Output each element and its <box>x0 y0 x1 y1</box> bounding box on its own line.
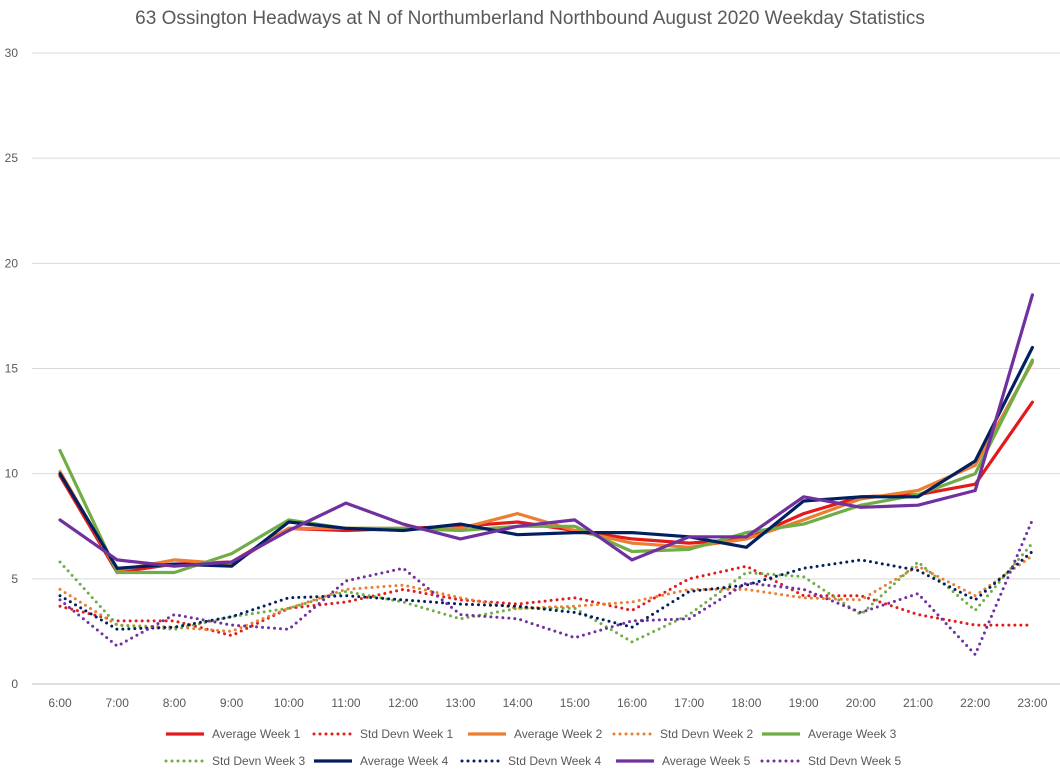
y-tick-label: 20 <box>5 256 19 270</box>
x-tick-label: 11:00 <box>331 696 360 710</box>
x-tick-label: 23:00 <box>1017 696 1047 710</box>
legend-label: Average Week 1 <box>212 727 301 741</box>
legend-label: Std Devn Week 1 <box>360 727 453 741</box>
y-tick-label: 30 <box>5 46 19 60</box>
series-line-5 <box>58 358 1035 575</box>
x-tick-label: 20:00 <box>846 696 876 710</box>
legend-label: Std Devn Week 4 <box>508 754 601 768</box>
x-tick-label: 19:00 <box>789 696 819 710</box>
legend-label: Average Week 5 <box>662 754 751 768</box>
x-tick-label: 13:00 <box>445 696 475 710</box>
series-line-8 <box>58 550 1034 631</box>
series-line-2 <box>58 564 1034 638</box>
x-tick-label: 12:00 <box>388 696 418 710</box>
series-line-3 <box>58 360 1035 573</box>
legend-label: Average Week 3 <box>808 727 897 741</box>
legend-label: Average Week 4 <box>360 754 449 768</box>
x-tick-label: 16:00 <box>617 696 647 710</box>
x-tick-label: 10:00 <box>274 696 304 710</box>
x-tick-label: 17:00 <box>674 696 704 710</box>
series-line-9 <box>58 293 1035 568</box>
series-line-6 <box>58 541 1034 644</box>
y-tick-label: 10 <box>5 467 19 481</box>
series-line-7 <box>58 345 1035 570</box>
legend-label: Std Devn Week 3 <box>212 754 305 768</box>
legend-label: Std Devn Week 2 <box>660 727 753 741</box>
x-tick-label: 15:00 <box>560 696 590 710</box>
x-tick-label: 6:00 <box>48 696 72 710</box>
x-tick-label: 18:00 <box>731 696 761 710</box>
chart-title: 63 Ossington Headways at N of Northumber… <box>135 8 925 29</box>
y-tick-label: 15 <box>5 362 19 376</box>
legend-label: Average Week 2 <box>514 727 603 741</box>
series-line-1 <box>58 400 1035 575</box>
x-tick-label: 14:00 <box>503 696 533 710</box>
y-tick-label: 0 <box>11 677 18 691</box>
series-line-10 <box>58 518 1034 657</box>
x-tick-label: 22:00 <box>960 696 990 710</box>
x-tick-label: 9:00 <box>220 696 244 710</box>
x-tick-label: 8:00 <box>163 696 187 710</box>
y-tick-label: 5 <box>11 572 18 586</box>
x-tick-label: 21:00 <box>903 696 933 710</box>
y-tick-label: 25 <box>5 151 19 165</box>
series-line-4 <box>58 554 1034 633</box>
legend-label: Std Devn Week 5 <box>808 754 901 768</box>
x-tick-label: 7:00 <box>106 696 130 710</box>
